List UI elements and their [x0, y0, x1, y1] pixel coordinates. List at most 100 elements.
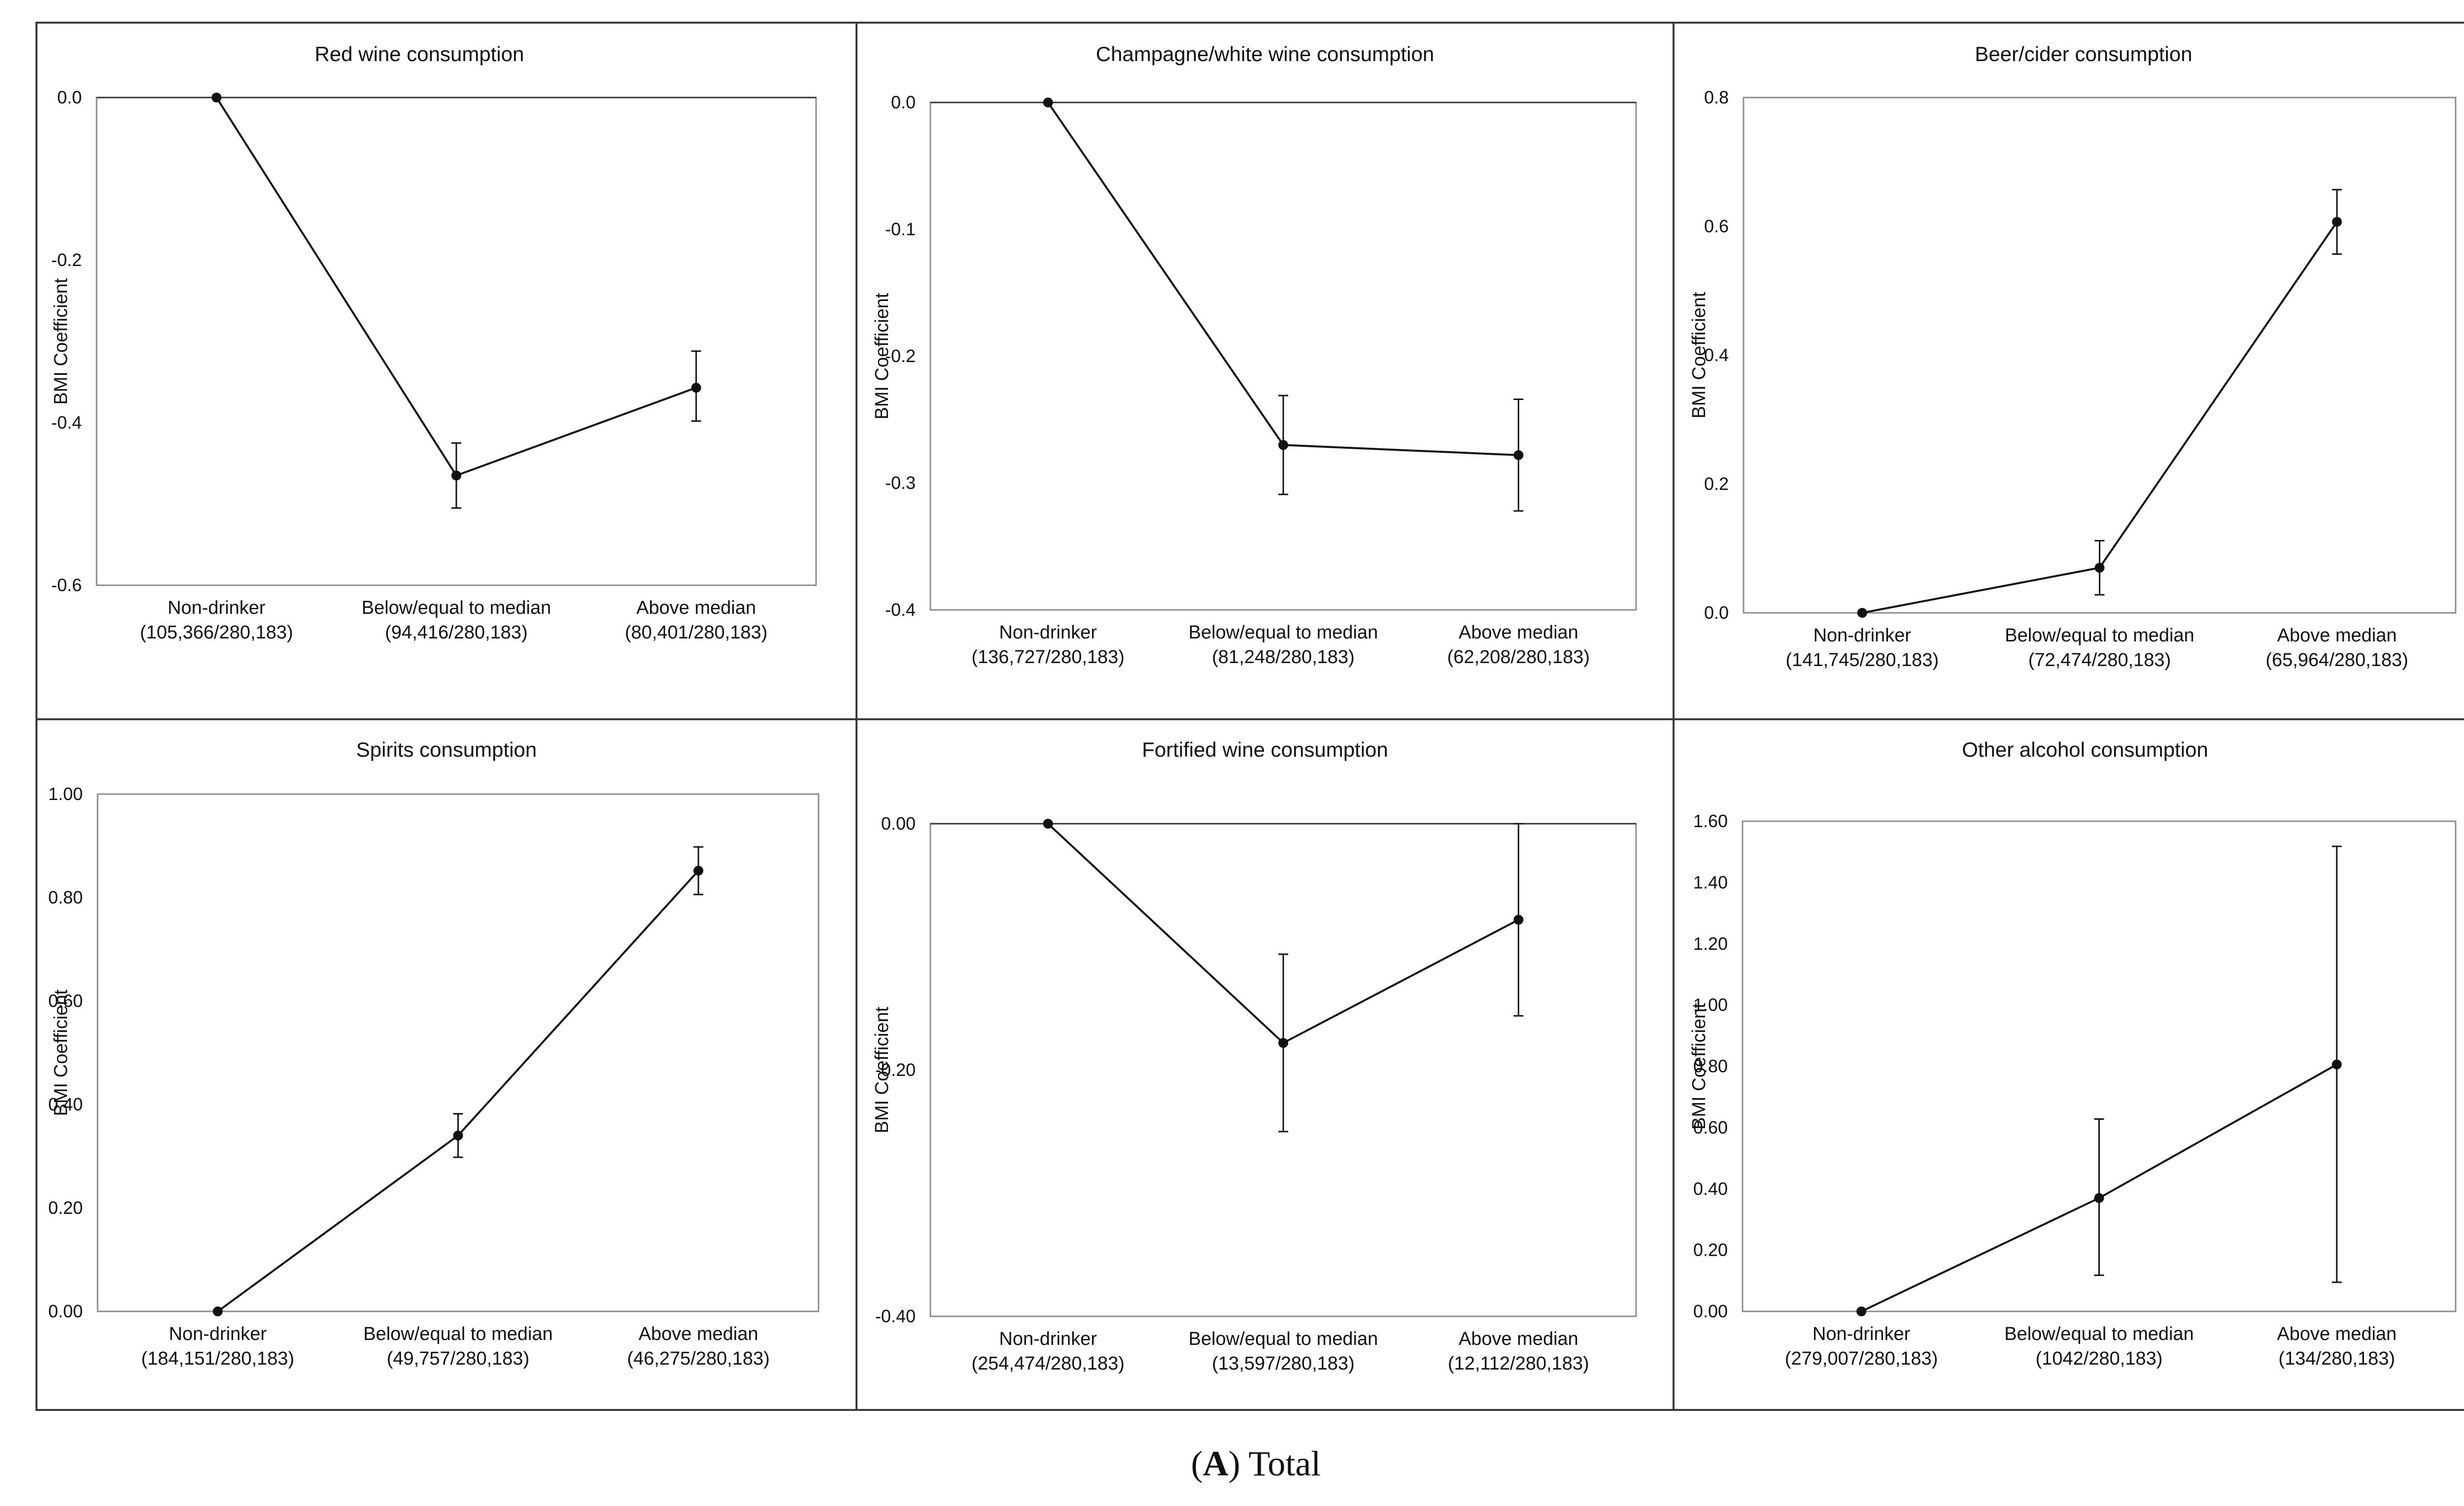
y-axis-label: BMI Coefficient — [1689, 292, 1710, 418]
series-line — [215, 97, 697, 477]
x-category-label: Below/equal to median — [1189, 622, 1378, 643]
y-tick-label: 0.0 — [891, 92, 916, 112]
x-category-count: (279,007/280,183) — [1785, 1348, 1938, 1369]
y-tick-label: 0.6 — [1704, 216, 1729, 236]
figure-caption: (A) Total — [1191, 1444, 1321, 1483]
y-tick-label: -0.20 — [875, 1060, 916, 1080]
x-category-count: (46,275/280,183) — [627, 1348, 769, 1369]
x-category-count: (65,964/280,183) — [2265, 650, 2408, 670]
chart-beer-cider: Beer/cider consumption BMI Coefficient 0.8… — [1689, 42, 2457, 670]
panel-other-alcohol: Other alcohol consumption BMI Coefficient… — [1675, 720, 2464, 1415]
y-tick-label: -0.1 — [885, 219, 916, 239]
x-category-label: Below/equal to median — [363, 1324, 552, 1344]
panel-champagne-white-wine: Champagne/white wine consumption BMI Coef… — [857, 24, 1673, 718]
data-point — [2094, 1193, 2104, 1203]
chart-title: Red wine consumption — [315, 42, 524, 66]
y-tick-label: 0.00 — [881, 813, 916, 834]
plot-area — [1743, 97, 2457, 614]
x-category-label: Non-drinker — [999, 622, 1097, 643]
data-point — [2331, 1059, 2342, 1070]
panel-red-wine: Red wine consumption BMI Coefficient 0.0 -0… — [37, 24, 853, 718]
y-tick-label: 0.00 — [48, 1301, 83, 1321]
chart-other-alcohol: Other alcohol consumption BMI Coefficient… — [1689, 738, 2457, 1369]
y-tick-label: 0.80 — [1693, 1056, 1728, 1076]
data-point — [211, 93, 222, 102]
x-category-label: Non-drinker — [999, 1329, 1097, 1349]
data-point — [1278, 1038, 1288, 1048]
y-tick-label: 0.20 — [1693, 1240, 1728, 1260]
data-point — [691, 383, 701, 393]
x-category-count: (13,597/280,183) — [1212, 1353, 1354, 1374]
x-category-label: Non-drinker — [169, 1324, 267, 1344]
x-category-count: (81,248/280,183) — [1212, 647, 1354, 668]
panel-beer-cider: Beer/cider consumption BMI Coefficient 0.8… — [1675, 24, 2464, 718]
x-category-label: Above median — [639, 1324, 758, 1344]
x-category-label: Below/equal to median — [2005, 625, 2194, 646]
panel-spirits: Spirits consumption BMI Coefficient 1.00 0.… — [37, 720, 853, 1415]
plot-area — [929, 101, 1637, 611]
caption-text: Total — [1248, 1444, 1321, 1483]
y-tick-label: 0.8 — [1704, 87, 1729, 107]
x-category-count: (62,208/280,183) — [1447, 647, 1590, 668]
x-category-count: (134/280,183) — [2279, 1348, 2396, 1369]
x-category-label: Above median — [2277, 1324, 2396, 1344]
data-point — [1278, 440, 1288, 450]
data-point — [693, 866, 704, 876]
y-tick-label: 0.60 — [48, 991, 83, 1011]
chart-title: Champagne/white wine consumption — [1096, 42, 1434, 66]
x-category-label: Non-drinker — [168, 598, 266, 618]
data-point — [451, 470, 461, 481]
plot-area — [1742, 820, 2457, 1312]
data-point — [2332, 217, 2342, 227]
plot-area — [97, 793, 820, 1312]
y-axis-label: BMI Coefficient — [872, 293, 892, 419]
y-tick-label: 0.20 — [48, 1198, 83, 1218]
y-tick-label: 0.0 — [1704, 602, 1729, 623]
data-point — [1043, 819, 1053, 829]
y-tick-label: -0.2 — [885, 346, 916, 366]
x-category-label: Non-drinker — [1814, 625, 1912, 646]
y-tick-label: 0.40 — [48, 1094, 83, 1114]
data-point — [453, 1131, 463, 1140]
chart-title: Fortified wine consumption — [1142, 738, 1388, 761]
panel-fortified-wine: Fortified wine consumption BMI Coefficien… — [857, 720, 1673, 1415]
x-category-label: Above median — [2277, 625, 2397, 646]
y-tick-label: -0.3 — [885, 473, 916, 493]
x-category-count: (184,151/280,183) — [141, 1348, 295, 1369]
y-tick-label: 1.40 — [1693, 872, 1728, 892]
data-point — [1513, 915, 1524, 925]
chart-fortified-wine: Fortified wine consumption BMI Coefficien… — [872, 738, 1637, 1374]
series-line — [217, 870, 699, 1312]
column-separator — [856, 24, 857, 1409]
row-separator — [37, 718, 2464, 720]
y-axis-label: BMI Coefficient — [51, 278, 71, 404]
data-point — [2094, 563, 2105, 573]
plot-area — [96, 97, 817, 586]
x-category-label: Below/equal to median — [2004, 1324, 2193, 1344]
y-tick-label: 1.00 — [48, 784, 83, 804]
chart-red-wine: Red wine consumption BMI Coefficient 0.0 -0… — [51, 42, 817, 643]
x-category-count: (12,112/280,183) — [1448, 1353, 1589, 1374]
y-tick-label: -0.6 — [51, 575, 82, 595]
y-tick-label: 0.2 — [1704, 474, 1729, 494]
chart-champagne-white-wine: Champagne/white wine consumption BMI Coef… — [872, 42, 1637, 668]
x-category-label: Above median — [1459, 622, 1578, 643]
chart-title: Beer/cider consumption — [1975, 42, 2192, 66]
data-point — [1857, 608, 1867, 618]
y-axis-label: BMI Coefficient — [872, 1006, 892, 1133]
data-point — [1043, 98, 1053, 107]
y-tick-label: 0.4 — [1704, 345, 1729, 365]
y-tick-label: 0.0 — [57, 87, 82, 107]
x-category-label: Non-drinker — [1813, 1324, 1911, 1344]
chart-spirits: Spirits consumption BMI Coefficient 1.00 0.… — [48, 738, 820, 1369]
data-point — [1856, 1306, 1867, 1316]
y-tick-label: 0.80 — [48, 887, 83, 907]
column-separator — [1673, 24, 1675, 1409]
y-tick-label: 1.00 — [1693, 995, 1728, 1015]
y-tick-label: -0.4 — [51, 412, 82, 433]
y-tick-label: 0.00 — [1693, 1301, 1728, 1321]
figure-grid: Red wine consumption BMI Coefficient 0.0 -0… — [35, 22, 2464, 1411]
caption-letter: A — [1202, 1444, 1229, 1483]
x-category-count: (141,745/280,183) — [1786, 650, 1939, 670]
x-category-count: (1042/280,183) — [2036, 1348, 2163, 1369]
